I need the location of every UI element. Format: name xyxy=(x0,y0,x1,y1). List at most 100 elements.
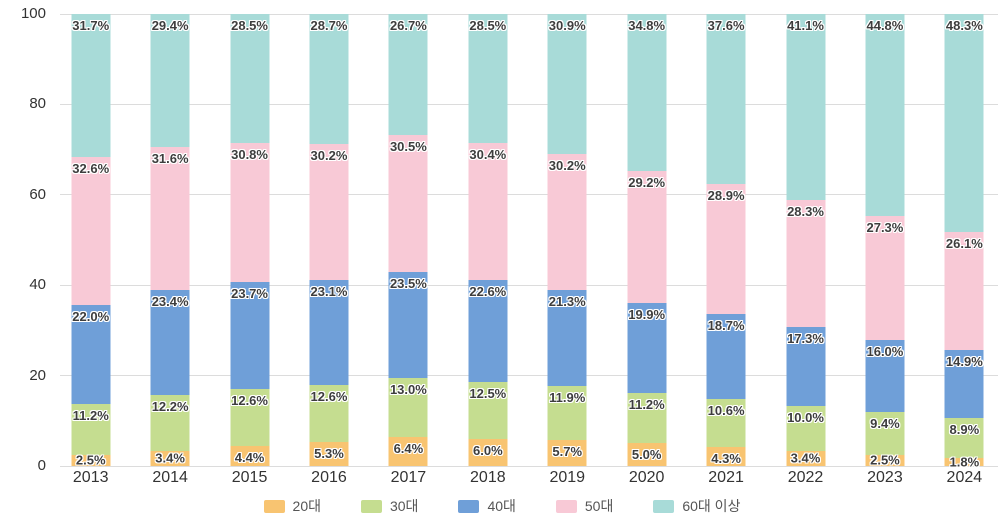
x-tick-label-2013: 2013 xyxy=(72,469,109,486)
x-tick-label-2021: 2021 xyxy=(708,469,744,486)
legend: 20대 30대 40대 50대 60대 이상 xyxy=(0,498,1004,514)
bar-value-label: 23.7% xyxy=(231,286,268,302)
bar-value-label: 2.5% xyxy=(870,452,900,468)
bar-value-label: 3.4% xyxy=(155,450,185,466)
bar-segment-60대 이상-2015: 28.5% xyxy=(230,14,270,143)
bar-segment-40대-2018: 22.6% xyxy=(468,280,508,383)
bar-segment-30대-2023: 9.4% xyxy=(865,412,905,455)
x-tick-label-2014: 2014 xyxy=(152,469,188,486)
bar-segment-40대-2017: 23.5% xyxy=(388,272,428,379)
bar-segment-30대-2013: 11.2% xyxy=(71,404,111,455)
x-tick-label-2024: 2024 xyxy=(946,469,983,486)
bar-segment-40대-2020: 19.9% xyxy=(627,303,667,393)
bar-segment-30대-2020: 11.2% xyxy=(627,392,667,444)
y-tick-label-20: 20 xyxy=(29,366,46,384)
bar-segment-50대-2022: 28.3% xyxy=(786,199,825,328)
x-tick-label-2022: 2022 xyxy=(787,469,824,486)
bar-column-2013: 31.7% 32.6% 22.0% 11.2% 2.5% xyxy=(51,14,130,468)
legend-item-60대 이상: 60대 이상 xyxy=(653,498,740,514)
legend-item-30대: 30대 xyxy=(360,498,419,514)
bar-value-label: 11.2% xyxy=(628,396,665,412)
bar-value-label: 31.6% xyxy=(151,150,189,166)
bar-segment-60대 이상-2022: 41.1% xyxy=(786,14,825,200)
bar-value-label: 27.3% xyxy=(866,220,904,236)
bar-value-label: 22.6% xyxy=(469,284,507,300)
bar-value-label: 22.0% xyxy=(72,308,110,324)
bar-column-2016: 28.7% 30.2% 23.1% 12.6% 5.3% xyxy=(289,14,368,466)
bar-value-label: 12.5% xyxy=(469,386,507,402)
bar-column-2018: 28.5% 30.4% 22.6% 12.5% 6.0% xyxy=(448,14,527,466)
bar-value-label: 5.0% xyxy=(631,447,662,463)
bar-segment-20대-2018: 6.0% xyxy=(468,438,508,466)
y-tick-label-100: 100 xyxy=(20,5,46,22)
bar-value-label: 30.8% xyxy=(231,146,268,162)
bar-segment-60대 이상-2013: 31.7% xyxy=(71,14,111,158)
bar-segment-50대-2015: 30.8% xyxy=(230,142,270,283)
y-tick-label-0: 0 xyxy=(37,457,46,474)
bar-segment-20대-2017: 6.4% xyxy=(388,437,428,466)
bar-segment-50대-2017: 30.5% xyxy=(388,134,428,273)
bar-segment-50대-2018: 30.4% xyxy=(468,142,508,281)
legend-label: 40대 xyxy=(487,498,516,514)
bar-segment-30대-2024: 8.9% xyxy=(944,417,984,458)
stacked-bar-2021: 37.6% 28.9% 18.7% 10.6% 4.3% xyxy=(706,14,746,466)
bar-column-2021: 37.6% 28.9% 18.7% 10.6% 4.3% xyxy=(686,14,765,466)
bar-segment-30대-2015: 12.6% xyxy=(230,389,270,447)
bar-segment-50대-2013: 32.6% xyxy=(71,157,111,305)
bar-value-label: 31.7% xyxy=(72,18,110,33)
bar-value-label: 11.9% xyxy=(549,390,586,406)
stacked-bar-2023: 44.8% 27.3% 16.0% 9.4% 2.5% xyxy=(865,14,905,468)
bar-value-label: 14.9% xyxy=(945,354,983,370)
y-tick-label-60: 60 xyxy=(29,185,46,203)
legend-item-50대: 50대 xyxy=(555,498,613,514)
gridline-y-80 xyxy=(60,103,998,105)
bar-value-label: 5.7% xyxy=(552,444,583,460)
bar-value-label: 19.9% xyxy=(628,307,666,322)
bar-value-label: 28.9% xyxy=(707,187,745,203)
bar-segment-40대-2014: 23.4% xyxy=(150,289,190,396)
bar-value-label: 44.8% xyxy=(866,18,904,33)
bar-value-label: 8.9% xyxy=(949,421,980,437)
bar-value-label: 11.2% xyxy=(72,408,109,424)
x-tick-label-2020: 2020 xyxy=(628,469,665,486)
stacked-bar-2019: 30.9% 30.2% 21.3% 11.9% 5.7% xyxy=(547,14,587,466)
bar-value-label: 28.5% xyxy=(469,18,507,33)
bar-segment-20대-2019: 5.7% xyxy=(547,440,587,466)
gridline-y-0 xyxy=(60,465,998,467)
stacked-bar-2020: 34.8% 29.2% 19.9% 11.2% 5.0% xyxy=(627,14,667,466)
bar-value-label: 6.4% xyxy=(393,441,424,457)
bar-segment-20대-2016: 5.3% xyxy=(309,441,349,466)
bar-segment-60대 이상-2020: 34.8% xyxy=(627,14,667,172)
legend-swatch-icon xyxy=(653,499,675,513)
bar-value-label: 34.8% xyxy=(628,18,666,33)
legend-label: 30대 xyxy=(389,498,419,514)
legend-item-40대: 40대 xyxy=(458,498,516,514)
bar-column-2015: 28.5% 30.8% 23.7% 12.6% 4.4% xyxy=(210,14,289,466)
bar-value-label: 30.5% xyxy=(389,138,427,154)
gridline-y-40 xyxy=(60,284,998,286)
stacked-bar-2016: 28.7% 30.2% 23.1% 12.6% 5.3% xyxy=(309,14,349,466)
bar-value-label: 16.0% xyxy=(866,343,904,359)
bar-segment-30대-2016: 12.6% xyxy=(309,384,349,442)
bar-value-label: 23.4% xyxy=(151,293,189,309)
bar-segment-60대 이상-2021: 37.6% xyxy=(706,14,746,184)
legend-swatch-icon xyxy=(263,499,285,513)
bar-value-label: 13.0% xyxy=(389,382,427,398)
bar-segment-50대-2023: 27.3% xyxy=(865,216,905,340)
bar-segment-40대-2022: 17.3% xyxy=(786,327,825,406)
bar-segment-20대-2023: 2.5% xyxy=(865,452,905,468)
bar-value-label: 12.2% xyxy=(151,399,189,415)
bar-segment-20대-2015: 4.4% xyxy=(230,446,270,466)
bar-value-label: 48.3% xyxy=(945,18,983,33)
bar-value-label: 5.3% xyxy=(314,445,344,461)
bar-column-2020: 34.8% 29.2% 19.9% 11.2% 5.0% xyxy=(607,14,686,466)
bar-segment-50대-2016: 30.2% xyxy=(309,143,349,281)
bar-value-label: 26.7% xyxy=(389,18,427,33)
bar-value-label: 4.4% xyxy=(234,450,265,466)
bar-column-2019: 30.9% 30.2% 21.3% 11.9% 5.7% xyxy=(528,14,607,466)
y-tick-label-80: 80 xyxy=(29,95,46,113)
bar-value-label: 30.9% xyxy=(548,18,586,33)
bar-value-label: 29.4% xyxy=(151,18,189,33)
bar-column-2023: 44.8% 27.3% 16.0% 9.4% 2.5% xyxy=(845,14,924,468)
